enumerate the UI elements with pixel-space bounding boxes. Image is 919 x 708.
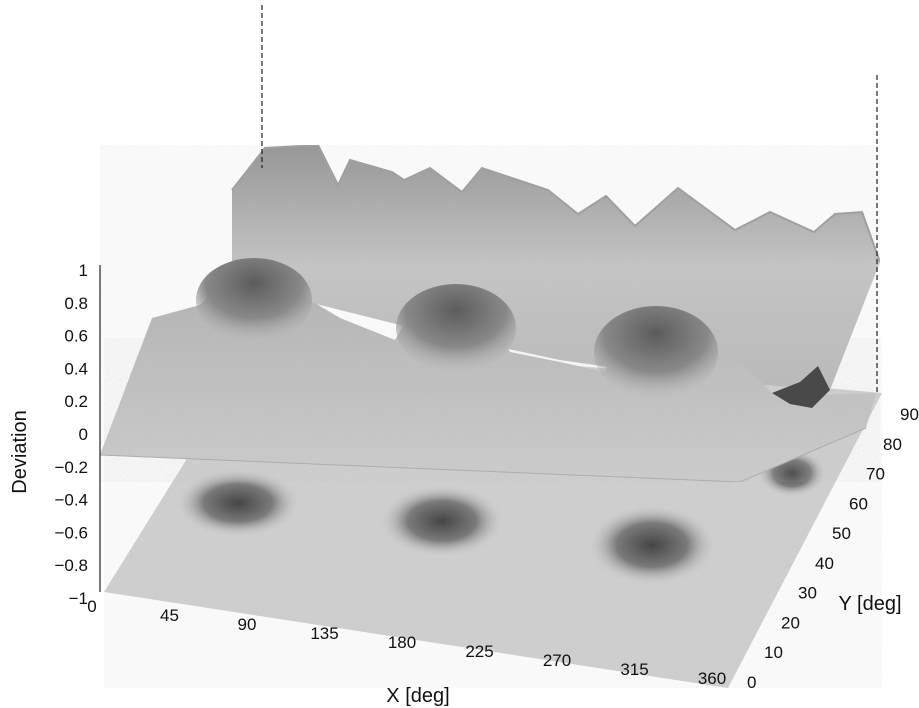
x-tick-label: 45 (160, 606, 179, 625)
y-axis-ticks: 0 10 20 30 40 50 60 70 80 90 (747, 405, 919, 692)
y-tick-label: 20 (781, 613, 800, 632)
z-tick-label: 0.2 (64, 392, 88, 411)
z-tick-label: −0.6 (54, 523, 88, 542)
mesh-surface (99, 143, 881, 483)
x-tick-label: 0 (87, 597, 96, 616)
z-tick-label: 1 (79, 261, 88, 280)
y-tick-label: 80 (883, 435, 902, 454)
x-tick-label: 225 (465, 642, 493, 661)
y-tick-label: 0 (747, 673, 756, 692)
y-tick-label: 10 (764, 643, 783, 662)
x-tick-label: 90 (238, 615, 257, 634)
z-tick-label: 0.4 (64, 359, 88, 378)
z-tick-label: 0.6 (64, 327, 88, 346)
z-tick-label: −1 (69, 589, 88, 608)
z-axis-label: Deviation (9, 410, 31, 493)
y-tick-label: 30 (798, 584, 817, 603)
y-tick-label: 70 (866, 465, 885, 484)
x-tick-label: 360 (698, 669, 726, 688)
y-tick-label: 40 (815, 554, 834, 573)
z-tick-label: 0.8 (64, 294, 88, 313)
z-tick-label: −0.4 (54, 491, 88, 510)
z-tick-label: −0.8 (54, 556, 88, 575)
y-tick-label: 60 (849, 494, 868, 513)
z-axis-ticks: 1 0.8 0.6 0.4 0.2 0 −0.2 −0.4 −0.6 −0.8 −1 (54, 261, 88, 608)
x-tick-label: 135 (310, 624, 338, 643)
x-tick-label: 180 (388, 633, 416, 652)
y-axis-label: Y [deg] (838, 593, 901, 615)
y-tick-label: 50 (832, 524, 851, 543)
x-axis-label: X [deg] (386, 685, 449, 707)
z-tick-label: −0.2 (54, 458, 88, 477)
z-tick-label: 0 (79, 425, 88, 444)
y-tick-label: 90 (900, 405, 919, 424)
x-tick-label: 315 (620, 660, 648, 679)
x-tick-label: 270 (543, 651, 571, 670)
axes-lines (99, 5, 878, 592)
x-axis-ticks: 0 45 90 135 180 225 270 315 360 (87, 597, 726, 688)
